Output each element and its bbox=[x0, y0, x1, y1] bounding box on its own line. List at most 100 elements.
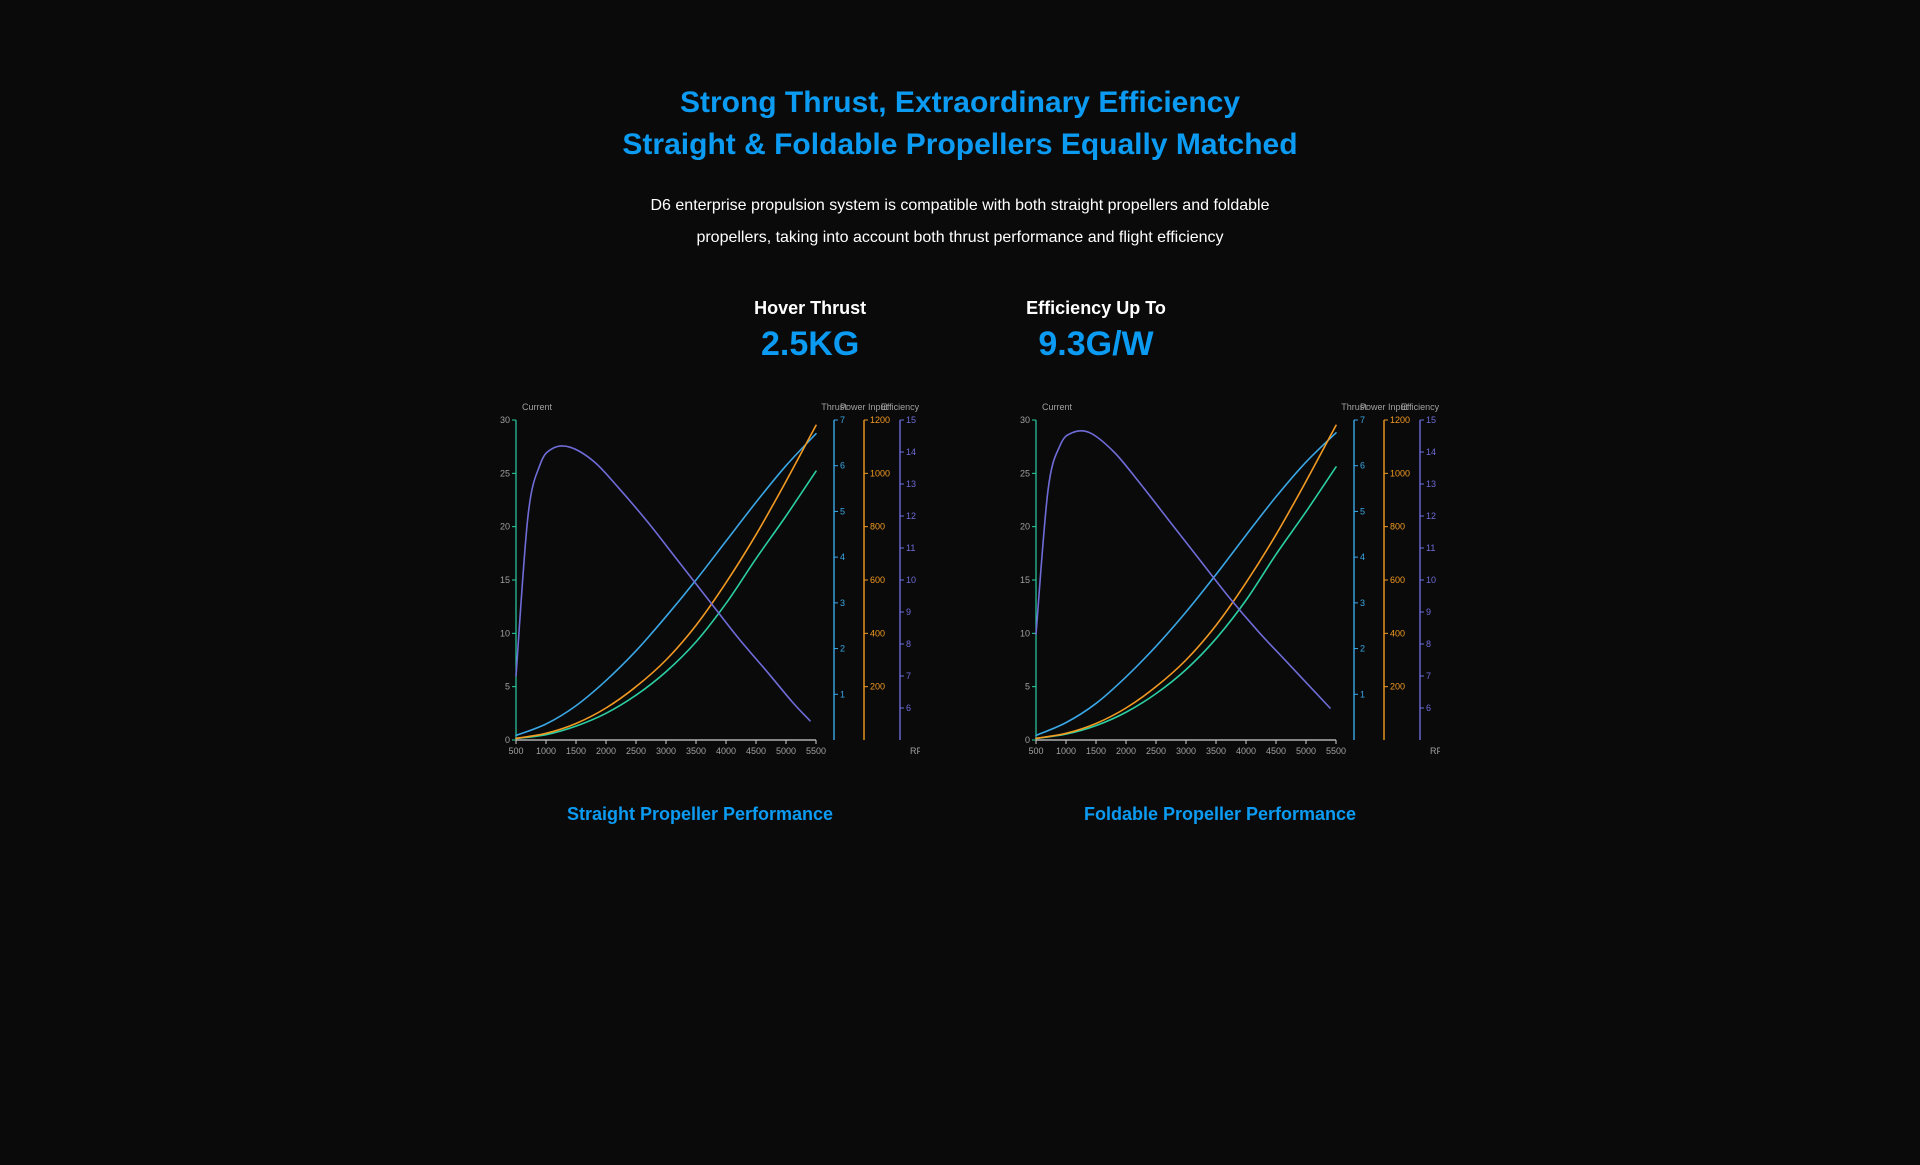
svg-text:5: 5 bbox=[840, 506, 845, 516]
svg-text:25: 25 bbox=[1020, 468, 1030, 478]
svg-text:4500: 4500 bbox=[746, 746, 766, 756]
svg-text:5000: 5000 bbox=[1296, 746, 1316, 756]
svg-text:1500: 1500 bbox=[566, 746, 586, 756]
charts-row: Current051015202530500100015002000250030… bbox=[0, 386, 1920, 825]
svg-text:3: 3 bbox=[1360, 598, 1365, 608]
svg-text:20: 20 bbox=[500, 522, 510, 532]
chart-foldable: Current051015202530500100015002000250030… bbox=[1000, 386, 1440, 825]
svg-text:5500: 5500 bbox=[806, 746, 826, 756]
svg-text:4000: 4000 bbox=[1236, 746, 1256, 756]
svg-text:Current: Current bbox=[522, 402, 553, 412]
svg-text:15: 15 bbox=[1020, 575, 1030, 585]
svg-text:10: 10 bbox=[906, 575, 916, 585]
stat-efficiency: Efficiency Up To 9.3G/W bbox=[1026, 298, 1166, 364]
stat-eff-value: 9.3G/W bbox=[1026, 325, 1166, 364]
svg-text:9: 9 bbox=[1426, 607, 1431, 617]
svg-text:5: 5 bbox=[505, 682, 510, 692]
svg-text:5: 5 bbox=[1360, 506, 1365, 516]
svg-text:2500: 2500 bbox=[626, 746, 646, 756]
svg-text:5000: 5000 bbox=[776, 746, 796, 756]
svg-text:6: 6 bbox=[1426, 703, 1431, 713]
svg-text:2: 2 bbox=[1360, 644, 1365, 654]
svg-text:200: 200 bbox=[1390, 682, 1405, 692]
headline-line2: Straight & Foldable Propellers Equally M… bbox=[622, 128, 1297, 161]
svg-text:Efficiency: Efficiency bbox=[881, 402, 920, 412]
svg-text:RPM: RPM bbox=[910, 746, 920, 756]
svg-text:1000: 1000 bbox=[1390, 468, 1410, 478]
svg-text:1: 1 bbox=[1360, 689, 1365, 699]
svg-text:10: 10 bbox=[1020, 628, 1030, 638]
svg-text:1: 1 bbox=[840, 689, 845, 699]
svg-text:6: 6 bbox=[1360, 461, 1365, 471]
svg-text:3500: 3500 bbox=[1206, 746, 1226, 756]
svg-text:3000: 3000 bbox=[656, 746, 676, 756]
svg-text:25: 25 bbox=[500, 468, 510, 478]
svg-text:4: 4 bbox=[1360, 552, 1365, 562]
svg-text:9: 9 bbox=[906, 607, 911, 617]
stat-hover-thrust: Hover Thrust 2.5KG bbox=[754, 298, 866, 364]
svg-text:14: 14 bbox=[906, 447, 916, 457]
svg-text:Current: Current bbox=[1042, 402, 1073, 412]
svg-text:800: 800 bbox=[1390, 522, 1405, 532]
svg-text:800: 800 bbox=[870, 522, 885, 532]
svg-text:4000: 4000 bbox=[716, 746, 736, 756]
svg-text:3000: 3000 bbox=[1176, 746, 1196, 756]
chart-straight-caption: Straight Propeller Performance bbox=[480, 804, 920, 825]
chart-straight-svg: Current051015202530500100015002000250030… bbox=[480, 386, 920, 786]
svg-text:7: 7 bbox=[840, 415, 845, 425]
svg-text:RPM: RPM bbox=[1430, 746, 1440, 756]
svg-text:30: 30 bbox=[500, 415, 510, 425]
svg-text:600: 600 bbox=[870, 575, 885, 585]
svg-text:2: 2 bbox=[840, 644, 845, 654]
svg-text:1000: 1000 bbox=[870, 468, 890, 478]
svg-text:1500: 1500 bbox=[1086, 746, 1106, 756]
svg-text:7: 7 bbox=[906, 671, 911, 681]
subhead-line2: propellers, taking into account both thr… bbox=[696, 229, 1223, 246]
chart-straight: Current051015202530500100015002000250030… bbox=[480, 386, 920, 825]
svg-text:1200: 1200 bbox=[1390, 415, 1410, 425]
svg-text:2000: 2000 bbox=[596, 746, 616, 756]
svg-text:8: 8 bbox=[906, 639, 911, 649]
svg-text:30: 30 bbox=[1020, 415, 1030, 425]
svg-text:1000: 1000 bbox=[1056, 746, 1076, 756]
svg-text:11: 11 bbox=[1426, 543, 1435, 553]
svg-text:6: 6 bbox=[906, 703, 911, 713]
svg-text:3: 3 bbox=[840, 598, 845, 608]
svg-text:13: 13 bbox=[1426, 479, 1436, 489]
svg-text:7: 7 bbox=[1360, 415, 1365, 425]
svg-text:15: 15 bbox=[906, 415, 916, 425]
svg-text:6: 6 bbox=[840, 461, 845, 471]
svg-text:0: 0 bbox=[505, 735, 510, 745]
svg-text:200: 200 bbox=[870, 682, 885, 692]
svg-text:4500: 4500 bbox=[1266, 746, 1286, 756]
stats-row: Hover Thrust 2.5KG Efficiency Up To 9.3G… bbox=[0, 298, 1920, 364]
headline-line1: Strong Thrust, Extraordinary Efficiency bbox=[680, 86, 1240, 119]
stat-hover-label: Hover Thrust bbox=[754, 298, 866, 319]
svg-text:1200: 1200 bbox=[870, 415, 890, 425]
svg-text:10: 10 bbox=[1426, 575, 1436, 585]
svg-text:3500: 3500 bbox=[686, 746, 706, 756]
svg-text:7: 7 bbox=[1426, 671, 1431, 681]
svg-text:600: 600 bbox=[1390, 575, 1405, 585]
svg-text:20: 20 bbox=[1020, 522, 1030, 532]
svg-text:2500: 2500 bbox=[1146, 746, 1166, 756]
svg-text:15: 15 bbox=[1426, 415, 1436, 425]
svg-text:10: 10 bbox=[500, 628, 510, 638]
svg-text:14: 14 bbox=[1426, 447, 1436, 457]
page-subhead: D6 enterprise propulsion system is compa… bbox=[600, 190, 1320, 254]
svg-text:400: 400 bbox=[870, 628, 885, 638]
svg-text:11: 11 bbox=[906, 543, 915, 553]
svg-text:500: 500 bbox=[1028, 746, 1043, 756]
svg-text:1000: 1000 bbox=[536, 746, 556, 756]
page-headline: Strong Thrust, Extraordinary Efficiency … bbox=[0, 82, 1920, 166]
svg-text:0: 0 bbox=[1025, 735, 1030, 745]
svg-text:12: 12 bbox=[1426, 511, 1436, 521]
svg-text:8: 8 bbox=[1426, 639, 1431, 649]
stat-eff-label: Efficiency Up To bbox=[1026, 298, 1166, 319]
svg-text:12: 12 bbox=[906, 511, 916, 521]
svg-text:5: 5 bbox=[1025, 682, 1030, 692]
svg-text:Efficiency: Efficiency bbox=[1401, 402, 1440, 412]
chart-foldable-svg: Current051015202530500100015002000250030… bbox=[1000, 386, 1440, 786]
subhead-line1: D6 enterprise propulsion system is compa… bbox=[651, 197, 1270, 214]
svg-text:13: 13 bbox=[906, 479, 916, 489]
